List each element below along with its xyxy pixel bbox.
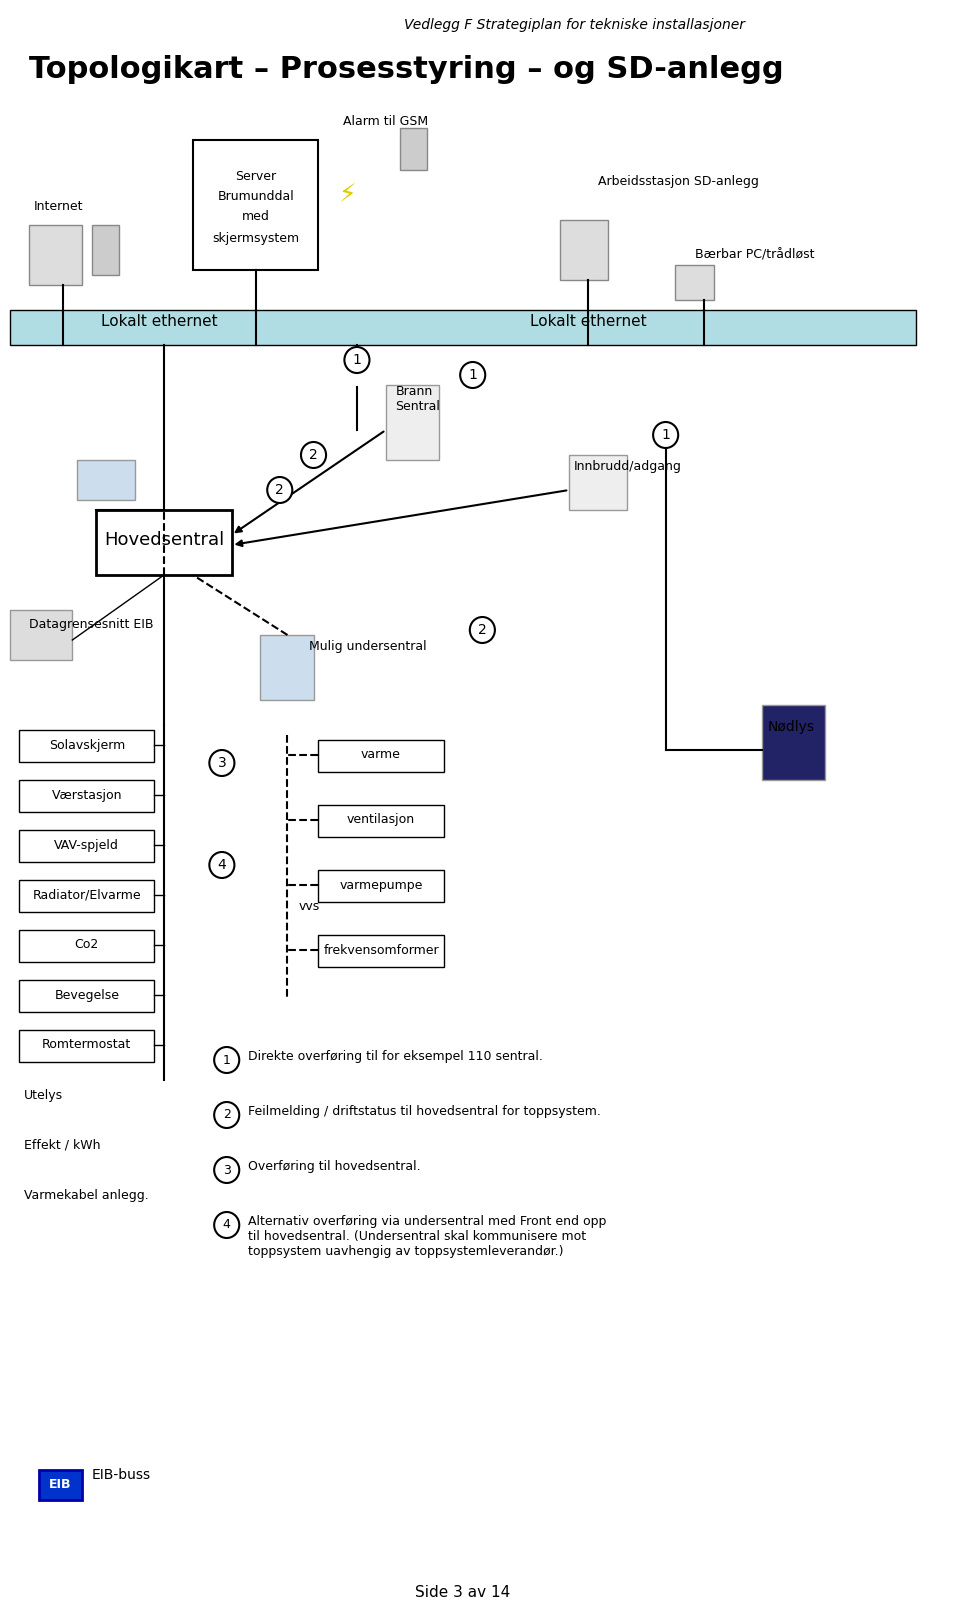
FancyBboxPatch shape xyxy=(260,635,314,701)
Text: Feilmelding / driftstatus til hovedsentral for toppsystem.: Feilmelding / driftstatus til hovedsentr… xyxy=(248,1105,601,1118)
Text: 3: 3 xyxy=(218,756,227,770)
FancyBboxPatch shape xyxy=(675,264,714,300)
Circle shape xyxy=(214,1157,239,1182)
Text: 4: 4 xyxy=(223,1218,230,1231)
Text: Varmekabel anlegg.: Varmekabel anlegg. xyxy=(24,1189,149,1202)
FancyBboxPatch shape xyxy=(29,226,82,285)
Text: 1: 1 xyxy=(661,429,670,441)
Text: Romtermostat: Romtermostat xyxy=(42,1039,132,1052)
FancyBboxPatch shape xyxy=(10,611,72,661)
Text: Utelys: Utelys xyxy=(24,1089,63,1102)
FancyBboxPatch shape xyxy=(762,706,825,780)
Circle shape xyxy=(209,751,234,777)
Text: EIB-buss: EIB-buss xyxy=(91,1468,151,1482)
Text: Side 3 av 14: Side 3 av 14 xyxy=(416,1585,511,1600)
Circle shape xyxy=(345,346,370,374)
Text: Brann
Sentral: Brann Sentral xyxy=(396,385,441,412)
Text: frekvensomformer: frekvensomformer xyxy=(324,944,439,957)
FancyBboxPatch shape xyxy=(91,226,119,275)
Text: Radiator/Elvarme: Radiator/Elvarme xyxy=(33,889,141,902)
Text: vvs: vvs xyxy=(300,901,321,913)
Text: 1: 1 xyxy=(223,1054,230,1066)
Circle shape xyxy=(214,1047,239,1073)
Text: Vedlegg F Strategiplan for tekniske installasjoner: Vedlegg F Strategiplan for tekniske inst… xyxy=(404,18,745,32)
Text: Direkte overføring til for eksempel 110 sentral.: Direkte overføring til for eksempel 110 … xyxy=(248,1050,542,1063)
Text: Nødlys: Nødlys xyxy=(768,720,815,735)
Text: varme: varme xyxy=(361,749,401,762)
Text: Co2: Co2 xyxy=(75,939,99,952)
Circle shape xyxy=(301,441,326,469)
Text: ⚡: ⚡ xyxy=(339,184,356,206)
Text: 2: 2 xyxy=(276,483,284,498)
FancyBboxPatch shape xyxy=(569,454,627,511)
Text: Bevegelse: Bevegelse xyxy=(55,989,119,1002)
Text: Hovedsentral: Hovedsentral xyxy=(104,532,224,549)
Text: Arbeidsstasjon SD-anlegg: Arbeidsstasjon SD-anlegg xyxy=(598,176,759,188)
Text: varmepumpe: varmepumpe xyxy=(340,878,422,891)
FancyBboxPatch shape xyxy=(19,780,155,812)
Text: Solavskjerm: Solavskjerm xyxy=(49,738,125,751)
Text: 2: 2 xyxy=(309,448,318,462)
Text: Brumunddal: Brumunddal xyxy=(217,190,294,203)
FancyBboxPatch shape xyxy=(400,127,427,171)
FancyBboxPatch shape xyxy=(19,730,155,762)
Text: Topologikart – Prosesstyring – og SD-anlegg: Topologikart – Prosesstyring – og SD-anl… xyxy=(29,55,783,84)
FancyBboxPatch shape xyxy=(319,870,444,902)
Text: VAV-spjeld: VAV-spjeld xyxy=(55,838,119,852)
Circle shape xyxy=(469,617,495,643)
FancyBboxPatch shape xyxy=(38,1469,82,1500)
FancyBboxPatch shape xyxy=(10,309,917,345)
FancyBboxPatch shape xyxy=(319,934,444,967)
Circle shape xyxy=(653,422,678,448)
Text: Internet: Internet xyxy=(34,200,84,213)
FancyBboxPatch shape xyxy=(19,880,155,912)
Text: Server: Server xyxy=(235,171,276,184)
FancyBboxPatch shape xyxy=(19,979,155,1012)
Text: Alternativ overføring via undersentral med Front end opp
til hovedsentral. (Unde: Alternativ overføring via undersentral m… xyxy=(248,1215,607,1258)
Circle shape xyxy=(209,852,234,878)
Circle shape xyxy=(460,362,485,388)
Text: Datagrensesnitt EIB: Datagrensesnitt EIB xyxy=(29,619,154,632)
Text: Innbrudd/adgang: Innbrudd/adgang xyxy=(574,461,682,474)
FancyBboxPatch shape xyxy=(386,385,439,461)
Text: 3: 3 xyxy=(223,1163,230,1176)
Text: Bærbar PC/trådløst: Bærbar PC/trådløst xyxy=(695,248,814,261)
Text: Overføring til hovedsentral.: Overføring til hovedsentral. xyxy=(248,1160,420,1173)
FancyBboxPatch shape xyxy=(19,830,155,862)
Circle shape xyxy=(267,477,292,503)
Circle shape xyxy=(214,1211,239,1237)
Text: Værstasjon: Værstasjon xyxy=(52,788,122,802)
Text: Alarm til GSM: Alarm til GSM xyxy=(344,114,428,127)
Text: skjermsystem: skjermsystem xyxy=(212,232,300,245)
Text: Mulig undersentral: Mulig undersentral xyxy=(309,640,426,652)
FancyBboxPatch shape xyxy=(19,1029,155,1062)
Text: 2: 2 xyxy=(478,623,487,636)
Text: Effekt / kWh: Effekt / kWh xyxy=(24,1139,101,1152)
FancyBboxPatch shape xyxy=(319,739,444,772)
Text: 1: 1 xyxy=(352,353,361,367)
FancyBboxPatch shape xyxy=(319,806,444,838)
FancyBboxPatch shape xyxy=(77,461,135,499)
Text: 2: 2 xyxy=(223,1108,230,1121)
Text: Lokalt ethernet: Lokalt ethernet xyxy=(101,314,218,329)
FancyBboxPatch shape xyxy=(560,221,608,280)
Text: 1: 1 xyxy=(468,367,477,382)
Text: Lokalt ethernet: Lokalt ethernet xyxy=(530,314,647,329)
Circle shape xyxy=(214,1102,239,1128)
Text: med: med xyxy=(242,209,270,222)
Text: 4: 4 xyxy=(218,859,227,872)
FancyBboxPatch shape xyxy=(193,140,319,271)
FancyBboxPatch shape xyxy=(19,930,155,962)
Text: EIB: EIB xyxy=(49,1479,71,1492)
Text: ventilasjon: ventilasjon xyxy=(347,814,415,826)
FancyBboxPatch shape xyxy=(96,511,231,575)
